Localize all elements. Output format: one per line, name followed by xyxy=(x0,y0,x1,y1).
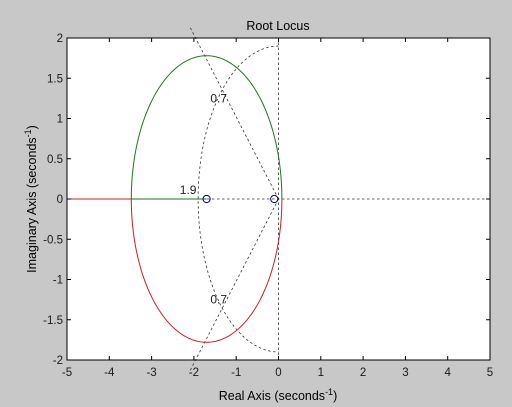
locus-branch-upper xyxy=(130,55,283,200)
grid-labels: 0.7 0.7 1.9 xyxy=(180,91,228,306)
x-tick-label: 0 xyxy=(275,367,281,379)
x-tick-label: -2 xyxy=(189,367,199,379)
y-tick-label: -1.5 xyxy=(43,315,63,327)
x-tick-label: 1 xyxy=(318,367,324,379)
y-tick-label: -1 xyxy=(53,275,63,287)
axis-ticks: -5 -4 -3 -2 -1 0 1 2 3 4 5 -2 -1.5 -1 -0.5 0 0.5 1 1.5 2 xyxy=(43,33,493,379)
damping-label-lower: 0.7 xyxy=(210,293,227,307)
zero-markers xyxy=(202,194,279,204)
x-tick-label: 4 xyxy=(444,367,451,379)
y-tick-label: 1 xyxy=(57,114,63,126)
x-tick-label: 2 xyxy=(360,367,366,379)
y-tick-label: -2 xyxy=(53,355,63,367)
y-tick-label: 0.5 xyxy=(47,154,63,166)
locus-branch-lower xyxy=(130,198,283,343)
zero-marker-1 xyxy=(202,194,211,204)
x-tick-label: -4 xyxy=(104,367,115,379)
x-tick-label: -5 xyxy=(62,367,72,379)
y-tick-label: 0 xyxy=(57,194,63,206)
chart-title: Root Locus xyxy=(246,19,309,33)
frequency-label: 1.9 xyxy=(180,183,197,197)
x-tick-label: 5 xyxy=(487,367,493,379)
y-tick-label: 1.5 xyxy=(47,73,63,85)
zero-marker-2 xyxy=(270,194,279,204)
y-tick-label: 2 xyxy=(57,33,63,45)
x-tick-label: -3 xyxy=(146,367,156,379)
locus-branches xyxy=(67,55,283,343)
frequency-circle xyxy=(197,45,279,353)
damping-label-upper: 0.7 xyxy=(210,91,227,105)
y-tick-label: -0.5 xyxy=(43,234,63,246)
x-tick-label: -1 xyxy=(231,367,241,379)
x-tick-label: 3 xyxy=(402,367,408,379)
y-axis-label: Imaginary Axis (seconds-1) xyxy=(23,125,39,273)
x-axis-label: Real Axis (seconds-1) xyxy=(219,387,338,403)
